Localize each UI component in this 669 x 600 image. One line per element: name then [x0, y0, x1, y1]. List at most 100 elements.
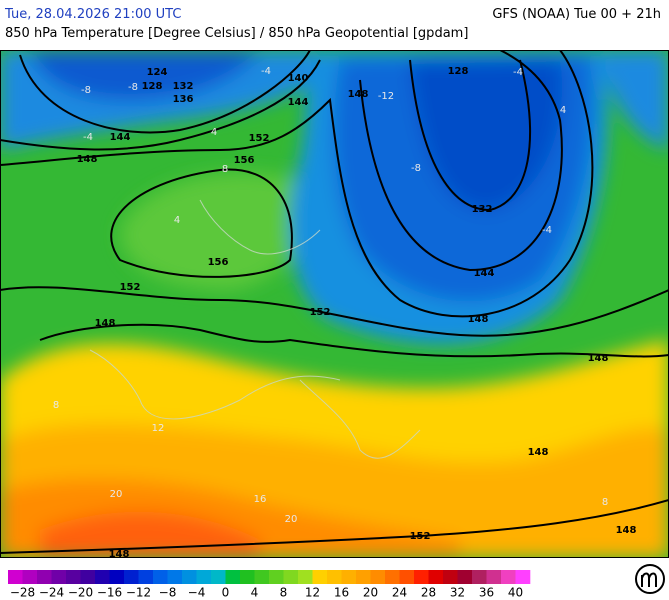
colorbar-swatch	[138, 570, 154, 584]
temperature-label: -8	[128, 82, 138, 93]
colorbar-swatch	[80, 570, 96, 584]
contour-label: 144	[474, 268, 495, 279]
colorbar-label: 36	[479, 586, 494, 600]
colorbar-label: 16	[334, 586, 349, 600]
colorbar-label: 40	[508, 586, 523, 600]
coastlines	[89, 199, 421, 459]
colorbar-label: −20	[68, 586, 93, 600]
colorbar-label: −24	[39, 586, 64, 600]
temperature-label: -4	[542, 225, 552, 236]
contour-label: 152	[249, 133, 270, 144]
colorbar-swatch	[225, 570, 241, 584]
model-run: GFS (NOAA) Tue 00 + 21h	[492, 7, 661, 22]
colorbar-swatch	[414, 570, 429, 584]
colorbar-label: 28	[421, 586, 436, 600]
colorbar-swatch	[515, 570, 531, 584]
colorbar-swatch	[472, 570, 487, 584]
colorbar-swatch	[124, 570, 139, 584]
geopotential-contours	[0, 50, 669, 554]
temperature-label: 20	[110, 489, 123, 500]
colorbar-swatch	[399, 570, 415, 584]
colorbar-swatch	[457, 570, 473, 584]
colorbar-label: −16	[97, 586, 122, 600]
colorbar-label: −4	[188, 586, 206, 600]
contour-label: 148	[95, 318, 116, 329]
colorbar-swatch	[109, 570, 125, 584]
colorbar-swatch	[8, 570, 23, 584]
colorbar-label: 8	[280, 586, 288, 600]
colorbar-label: −12	[126, 586, 151, 600]
colorbar-swatch	[240, 570, 255, 584]
colorbar-swatch	[254, 570, 270, 584]
colorbar-swatch	[37, 570, 52, 584]
colorbar-swatch	[182, 570, 197, 584]
contour-label: 156	[208, 257, 229, 268]
colorbar-label: 20	[363, 586, 378, 600]
colorbar-label: −8	[159, 586, 177, 600]
colorbar-label: 4	[251, 586, 259, 600]
colorbar-swatch	[443, 570, 458, 584]
contour-label: 136	[173, 94, 194, 105]
temperature-label: 4	[174, 215, 180, 226]
colorbar-swatch	[298, 570, 313, 584]
temperature-label: 8	[53, 400, 59, 411]
temperature-label: 16	[254, 494, 267, 505]
colorbar-swatch	[95, 570, 110, 584]
colorbar-swatch	[196, 570, 212, 584]
colorbar-swatch	[327, 570, 342, 584]
contour-label: 124	[147, 67, 168, 78]
contour-label: 144	[288, 97, 309, 108]
colorbar-swatch	[312, 570, 328, 584]
colorbar-swatch	[428, 570, 444, 584]
contour-label: 152	[410, 531, 431, 542]
colorbar-swatch	[486, 570, 502, 584]
colorbar-label: 32	[450, 586, 465, 600]
contour-label: 152	[310, 307, 331, 318]
colorbar-swatch	[501, 570, 516, 584]
temperature-label: 8	[602, 497, 608, 508]
temperature-label: -8	[411, 163, 421, 174]
colorbar-swatch	[385, 570, 400, 584]
colorbar-swatch	[370, 570, 386, 584]
temperature-label: -12	[378, 91, 394, 102]
temperature-label: 8	[222, 164, 228, 175]
temperature-label: 4	[211, 127, 217, 138]
contour-label: 148	[348, 89, 369, 100]
contour-label: 148	[468, 314, 489, 325]
contour-label: 148	[77, 154, 98, 165]
temperature-label: 4	[560, 105, 566, 116]
colorbar-swatch	[22, 570, 38, 584]
colorbar-swatch	[66, 570, 81, 584]
contour-label: 128	[448, 66, 469, 77]
contour-label: 152	[120, 282, 141, 293]
contour-label: 148	[588, 353, 609, 364]
contour-label: 148	[109, 549, 130, 560]
temperature-label: -8	[81, 85, 91, 96]
contour-label: 132	[173, 81, 194, 92]
contour-label: 148	[528, 447, 549, 458]
contour-label: 144	[110, 132, 131, 143]
contour-label: 128	[142, 81, 163, 92]
temperature-label: -4	[513, 67, 523, 78]
temperature-field: 1241321281361401441481441481521561561521…	[0, 50, 669, 560]
contour-label: 156	[234, 155, 255, 166]
temperature-label: -4	[83, 132, 93, 143]
contour-label: 148	[616, 525, 637, 536]
contour-label: 140	[288, 73, 309, 84]
temperature-label: -4	[261, 66, 271, 77]
colorbar-swatch	[211, 570, 226, 584]
map-title: 850 hPa Temperature [Degree Celsius] / 8…	[5, 26, 469, 41]
colorbar-swatch	[356, 570, 371, 584]
colorbar-swatch	[269, 570, 284, 584]
colorbar-label: −28	[10, 586, 35, 600]
colorbar-label: 24	[392, 586, 407, 600]
valid-time: Tue, 28.04.2026 21:00 UTC	[5, 7, 182, 22]
temperature-label: 20	[285, 514, 298, 525]
colorbar: −28 −24 −20 −16 −12 −8 −4 0 4 8 12 16 20 24 28 32 36 40	[8, 570, 531, 600]
colorbar-swatch	[167, 570, 183, 584]
colorbar-swatch	[153, 570, 168, 584]
colorbar-label: 12	[305, 586, 320, 600]
temperature-label: 12	[152, 423, 165, 434]
